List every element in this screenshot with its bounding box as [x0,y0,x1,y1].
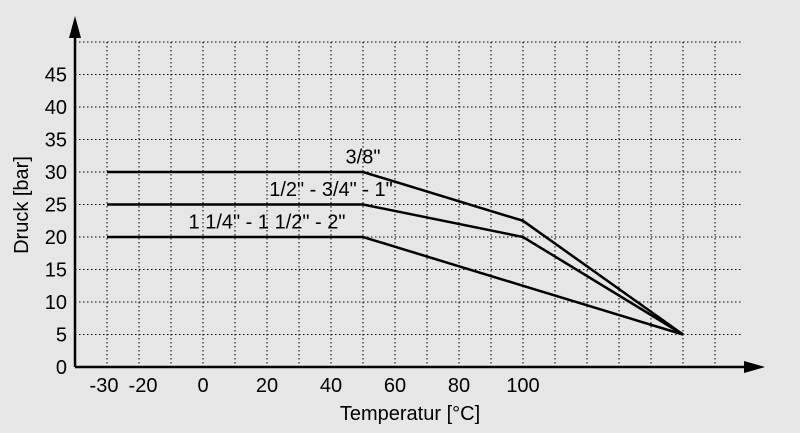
x-tick-label: -30 [90,375,119,397]
y-tick-label: 15 [45,260,67,282]
y-tick-label: 45 [45,65,67,87]
x-axis-arrow [744,361,765,373]
x-tick-label: -20 [129,375,158,397]
y-tick-label: 20 [45,227,67,249]
y-axis-arrow [69,16,81,38]
y-tick-label: 30 [45,162,67,184]
y-tick-label: 10 [45,292,67,314]
x-tick-label: 100 [506,375,539,397]
series-labels: 3/8" 1/2" - 3/4" - 1" 1 1/4" - 1 1/2" - 2" [189,147,393,234]
series-line-2 [107,203,684,336]
x-tick-label: 0 [197,375,208,397]
x-tick-label: 20 [256,375,278,397]
series-line-3 [107,235,684,336]
series-group [107,170,684,336]
y-tick-label: 35 [45,130,67,152]
y-tick-label: 25 [45,195,67,217]
x-tick-labels: -30 -20 0 20 40 60 80 100 [90,375,540,397]
series-label-1: 3/8" [346,147,381,169]
x-tick-label: 80 [448,375,470,397]
x-tick-label: 40 [320,375,342,397]
y-tick-labels: 0 5 10 15 20 25 30 35 40 45 [45,65,67,380]
series-line-1 [107,170,684,336]
x-axis-title: Temperatur [°C] [340,403,480,425]
y-axis-title: Druck [bar] [11,156,33,254]
y-tick-label: 5 [56,325,67,347]
x-tick-label: 60 [384,375,406,397]
series-label-2: 1/2" - 3/4" - 1" [269,179,393,201]
axes [69,16,765,373]
y-tick-label: 40 [45,97,67,119]
y-tick-label: 0 [56,357,67,379]
series-label-3: 1 1/4" - 1 1/2" - 2" [189,212,346,234]
